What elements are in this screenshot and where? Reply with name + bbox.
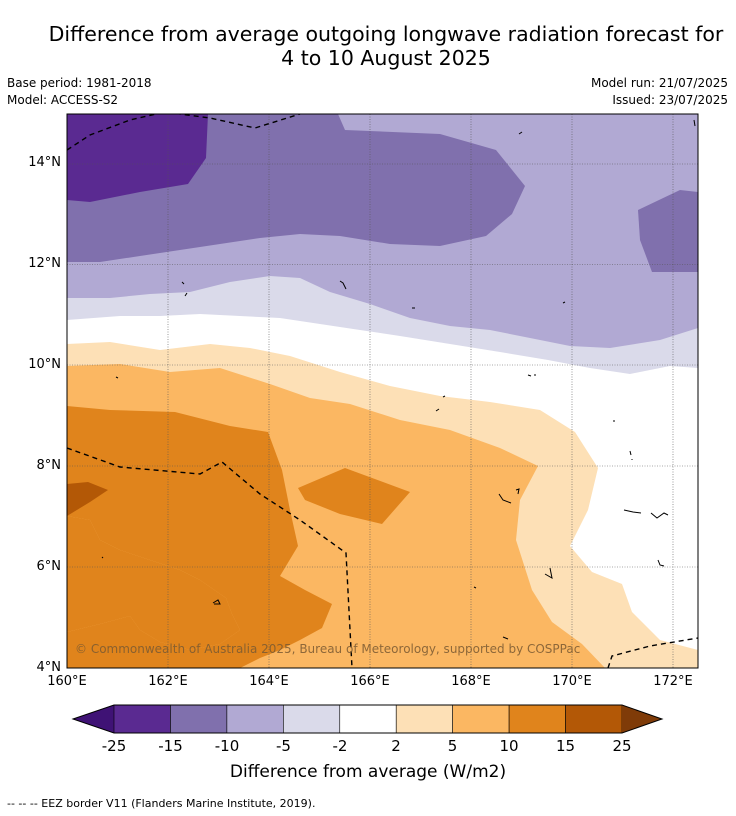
contour-field xyxy=(67,114,698,668)
lat-label-12n: 12°N xyxy=(28,256,61,271)
colorbar-label: 2 xyxy=(391,737,401,755)
colorbar-cell xyxy=(395,704,453,734)
colorbar-cell xyxy=(113,704,171,734)
lon-label-162e: 162°E xyxy=(148,674,188,689)
colorbar-label: 5 xyxy=(447,737,458,755)
colorbar-cell xyxy=(339,704,397,734)
colorbar-label: -10 xyxy=(214,737,240,755)
model-name: Model: ACCESS-S2 xyxy=(7,93,119,107)
map-frame xyxy=(66,113,699,669)
colorbar-arrow-max xyxy=(622,705,662,733)
band-medium-purple-east xyxy=(638,190,698,272)
colorbar-cell xyxy=(508,704,566,734)
colorbar-arrow-min xyxy=(73,705,114,733)
colorbar-cell xyxy=(226,704,284,734)
lat-label-4n: 4°N xyxy=(36,660,62,675)
model-run: Model run: 21/07/2025 xyxy=(590,76,728,90)
colorbar-cell xyxy=(283,704,341,734)
band-dark-orange-tongue xyxy=(298,468,410,524)
map-title: Difference from average outgoing longwav… xyxy=(0,22,736,70)
colorbar-title: Difference from average (W/m2) xyxy=(229,762,507,782)
title-line-1: Difference from average outgoing longwav… xyxy=(48,22,724,46)
colorbar-label: 10 xyxy=(499,737,519,755)
band-brown xyxy=(67,482,108,516)
graticule xyxy=(67,114,698,668)
base-period: Base period: 1981-2018 xyxy=(7,76,152,90)
lat-label-14n: 14°N xyxy=(28,155,61,170)
colorbar-cell xyxy=(452,704,510,734)
band-dark-orange xyxy=(67,406,332,668)
title-line-2: 4 to 10 August 2025 xyxy=(281,46,491,70)
colorbar-label: -25 xyxy=(101,737,127,755)
lon-label-168e: 168°E xyxy=(451,674,491,689)
band-dark-orange-fill xyxy=(67,516,240,650)
lon-label-170e: 170°E xyxy=(552,674,592,689)
colorbar-cell xyxy=(565,704,623,734)
colorbar-label: 15 xyxy=(555,737,576,755)
colorbar xyxy=(71,704,664,734)
lon-label-160e: 160°E xyxy=(47,674,87,689)
colorbar-label: -5 xyxy=(276,737,291,755)
band-dark-purple xyxy=(67,114,208,202)
lon-label-166e: 166°E xyxy=(350,674,390,689)
footnote: -- -- -- EEZ border V11 (Flanders Marine… xyxy=(7,797,316,810)
islands xyxy=(101,119,696,640)
colorbar-label: -15 xyxy=(158,737,183,755)
colorbar-label: 25 xyxy=(612,737,632,755)
lat-label-6n: 6°N xyxy=(36,559,62,574)
colorbar-cell xyxy=(170,704,228,734)
lon-label-164e: 164°E xyxy=(249,674,289,689)
colorbar-label: -2 xyxy=(332,737,348,755)
lat-label-8n: 8°N xyxy=(36,458,62,473)
lon-label-172e: 172°E xyxy=(653,674,693,689)
lat-label-10n: 10°N xyxy=(28,357,61,372)
issued-date: Issued: 23/07/2025 xyxy=(612,93,728,107)
colorbar-cells xyxy=(113,704,623,734)
copyright-notice: © Commonwealth of Australia 2025, Bureau… xyxy=(75,642,581,656)
eez-border xyxy=(67,114,698,668)
